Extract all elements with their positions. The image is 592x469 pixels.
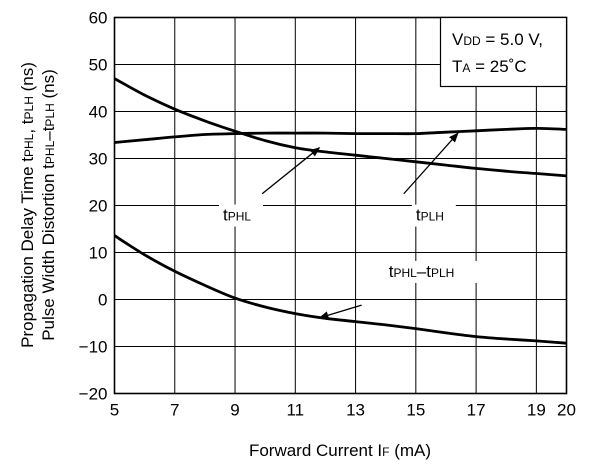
x-axis-label: Forward Current IF (mA) — [249, 441, 431, 460]
annotation-label-bg — [384, 260, 487, 283]
annotation-arrow — [403, 132, 459, 195]
series-line-2 — [113, 234, 567, 345]
y-tick-labels: −20 −10 0 10 20 30 40 50 60 — [79, 9, 108, 404]
x-tick-label: 20 — [557, 401, 576, 420]
annotation-arrow — [261, 147, 321, 195]
x-tick-label: 7 — [170, 401, 179, 420]
y-tick-label: −20 — [79, 385, 108, 404]
y-tick-label: 20 — [89, 197, 108, 216]
y-tick-label: 30 — [89, 150, 108, 169]
y-tick-label: −10 — [79, 338, 108, 357]
conditions-ta: TA = 25˚C — [452, 57, 527, 76]
annotations: tPHL tPLH tPHL–tPLH — [218, 132, 487, 320]
annotation-arrow — [318, 304, 362, 320]
annotation-label: tPHL–tPLH — [389, 262, 455, 281]
y-tick-label: 60 — [89, 9, 108, 28]
y-axis-label-line2: Pulse Width Distortion tPHL–tPLH (ns) — [39, 69, 58, 341]
y-tick-label: 50 — [89, 56, 108, 75]
y-tick-label: 0 — [98, 291, 107, 310]
y-tick-label: 10 — [89, 244, 108, 263]
x-tick-label: 9 — [230, 401, 239, 420]
x-tick-label: 5 — [110, 401, 119, 420]
annotation-label-bg — [218, 204, 263, 227]
x-tick-labels: 5 7 9 11 13 15 17 19 20 — [110, 401, 576, 420]
series-line-1 — [114, 127, 567, 144]
plot-frame — [113, 16, 568, 395]
y-tick-label: 40 — [89, 103, 108, 122]
x-tick-label: 15 — [406, 401, 425, 420]
conditions-vdd: VDD = 5.0 V, — [452, 30, 543, 49]
annotation-label: tPLH — [416, 206, 444, 225]
x-tick-label: 19 — [527, 401, 546, 420]
y-axis-label-line1: Propagation Delay Time tPHL, tPLH (ns) — [18, 62, 37, 348]
series-line-0 — [113, 77, 567, 178]
x-tick-label: 11 — [286, 401, 304, 420]
conditions-box-frame — [439, 16, 568, 88]
x-tick-label: 13 — [346, 401, 365, 420]
annotation-label-bg — [411, 204, 456, 227]
x-tick-label: 17 — [467, 401, 486, 420]
conditions-box: VDD = 5.0 V, TA = 25˚C — [439, 16, 568, 88]
annotation-label: tPHL — [223, 206, 251, 225]
series-lines — [113, 77, 567, 345]
